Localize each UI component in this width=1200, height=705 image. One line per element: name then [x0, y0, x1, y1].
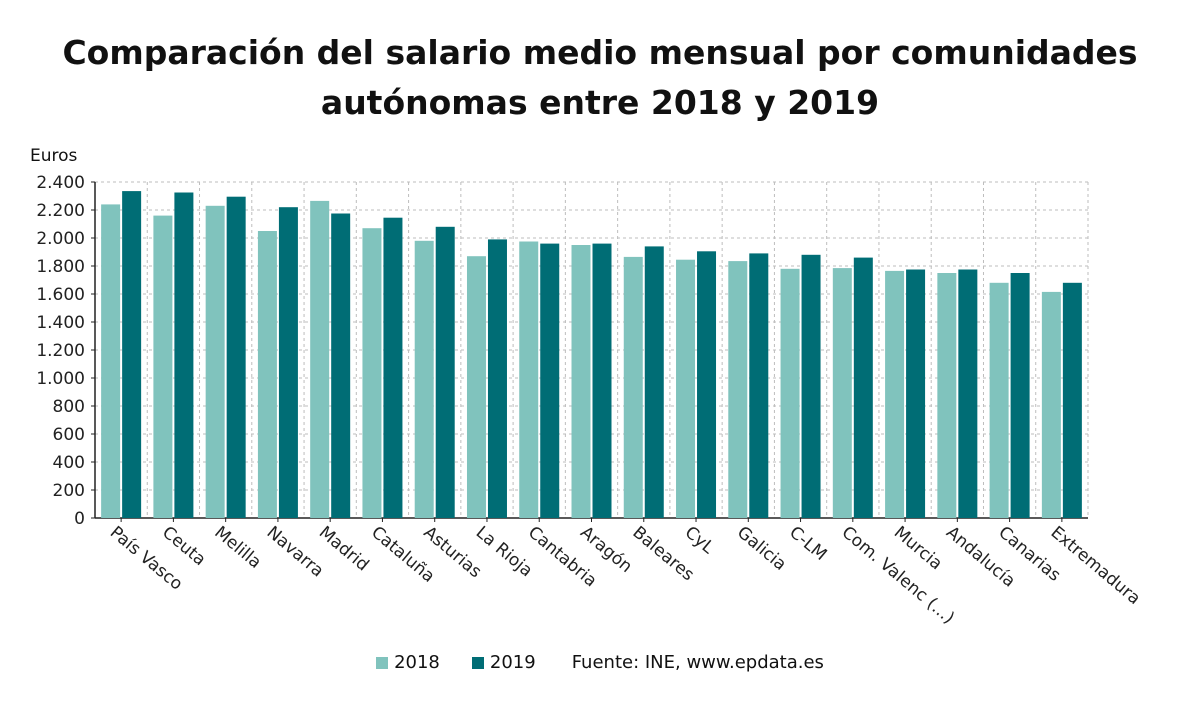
bar-2018 [1041, 291, 1061, 518]
bar-2018 [937, 273, 957, 518]
bar-2018 [676, 259, 696, 518]
bar-2019 [853, 257, 873, 518]
bar-2018 [414, 240, 434, 519]
bar-2018 [989, 282, 1009, 518]
x-tick-label: C-LM [785, 523, 830, 565]
bar-2018 [101, 204, 121, 518]
bar-2018 [519, 241, 539, 518]
y-tick-label: 800 [53, 397, 85, 417]
legend-swatch-2019 [471, 656, 484, 669]
bar-2018 [466, 256, 486, 518]
bar-2019 [644, 246, 664, 518]
y-tick-label: 400 [53, 453, 85, 473]
x-tick-label: Galicia [733, 523, 790, 575]
bar-2018 [153, 215, 173, 518]
y-tick-label: 0 [74, 509, 85, 529]
bar-2019 [487, 239, 507, 518]
y-tick-label: 200 [53, 481, 85, 501]
legend-swatch-2018 [376, 656, 389, 669]
y-tick-label: 1.200 [36, 341, 85, 361]
bar-2019 [958, 269, 978, 518]
legend: 2018 2019 Fuente: INE, www.epdata.es [0, 652, 1200, 673]
bar-2019 [1062, 282, 1082, 518]
bar-2019 [331, 213, 351, 518]
legend-label-2019: 2019 [489, 652, 536, 673]
x-tick-label: CyL [681, 523, 718, 559]
x-tick-label: La Rioja [472, 523, 536, 582]
legend-item-2018: 2018 [376, 652, 440, 673]
x-tick-label: Extremadura [1047, 523, 1145, 609]
bar-2019 [122, 191, 142, 518]
legend-item-2019: 2019 [471, 652, 536, 673]
legend-label-2018: 2018 [394, 652, 440, 673]
y-tick-label: 1.600 [36, 285, 85, 305]
bar-2019 [697, 251, 717, 519]
source-text: Fuente: INE, www.epdata.es [571, 652, 824, 673]
x-tick-label: Navarra [263, 523, 328, 582]
bar-2019 [383, 217, 403, 518]
bar-2019 [592, 243, 612, 518]
y-tick-label: 1.000 [36, 369, 85, 389]
chart-title: Comparación del salario medio mensual po… [0, 28, 1200, 128]
y-tick-label: 2.200 [36, 201, 85, 221]
bar-2019 [906, 269, 926, 518]
bar-2019 [435, 226, 455, 519]
y-axis-unit-label: Euros [30, 146, 78, 166]
bar-2019 [801, 254, 821, 519]
bar-2018 [832, 268, 852, 518]
y-tick-label: 1.800 [36, 257, 85, 277]
y-tick-label: 600 [53, 425, 85, 445]
bar-2018 [362, 228, 382, 518]
chart-title-line-1: Comparación del salario medio mensual po… [62, 33, 1138, 72]
bar-2019 [1010, 273, 1030, 518]
bar-2018 [257, 231, 277, 518]
bar-2019 [749, 253, 769, 518]
bar-2018 [205, 205, 225, 519]
y-tick-label: 2.000 [36, 229, 85, 249]
bar-2018 [728, 261, 748, 518]
bar-2018 [885, 270, 905, 518]
y-tick-label: 2.400 [36, 173, 85, 193]
bar-2018 [780, 268, 800, 518]
y-tick-label: 1.400 [36, 313, 85, 333]
chart-title-line-2: autónomas entre 2018 y 2019 [320, 83, 880, 122]
bar-2019 [226, 196, 246, 518]
bar-2019 [278, 207, 298, 518]
bar-2018 [571, 245, 591, 518]
bar-2019 [174, 192, 194, 518]
x-tick-label: Melilla [210, 523, 265, 573]
bar-2019 [540, 243, 560, 518]
bar-2018 [310, 200, 330, 518]
bar-2018 [623, 256, 643, 518]
